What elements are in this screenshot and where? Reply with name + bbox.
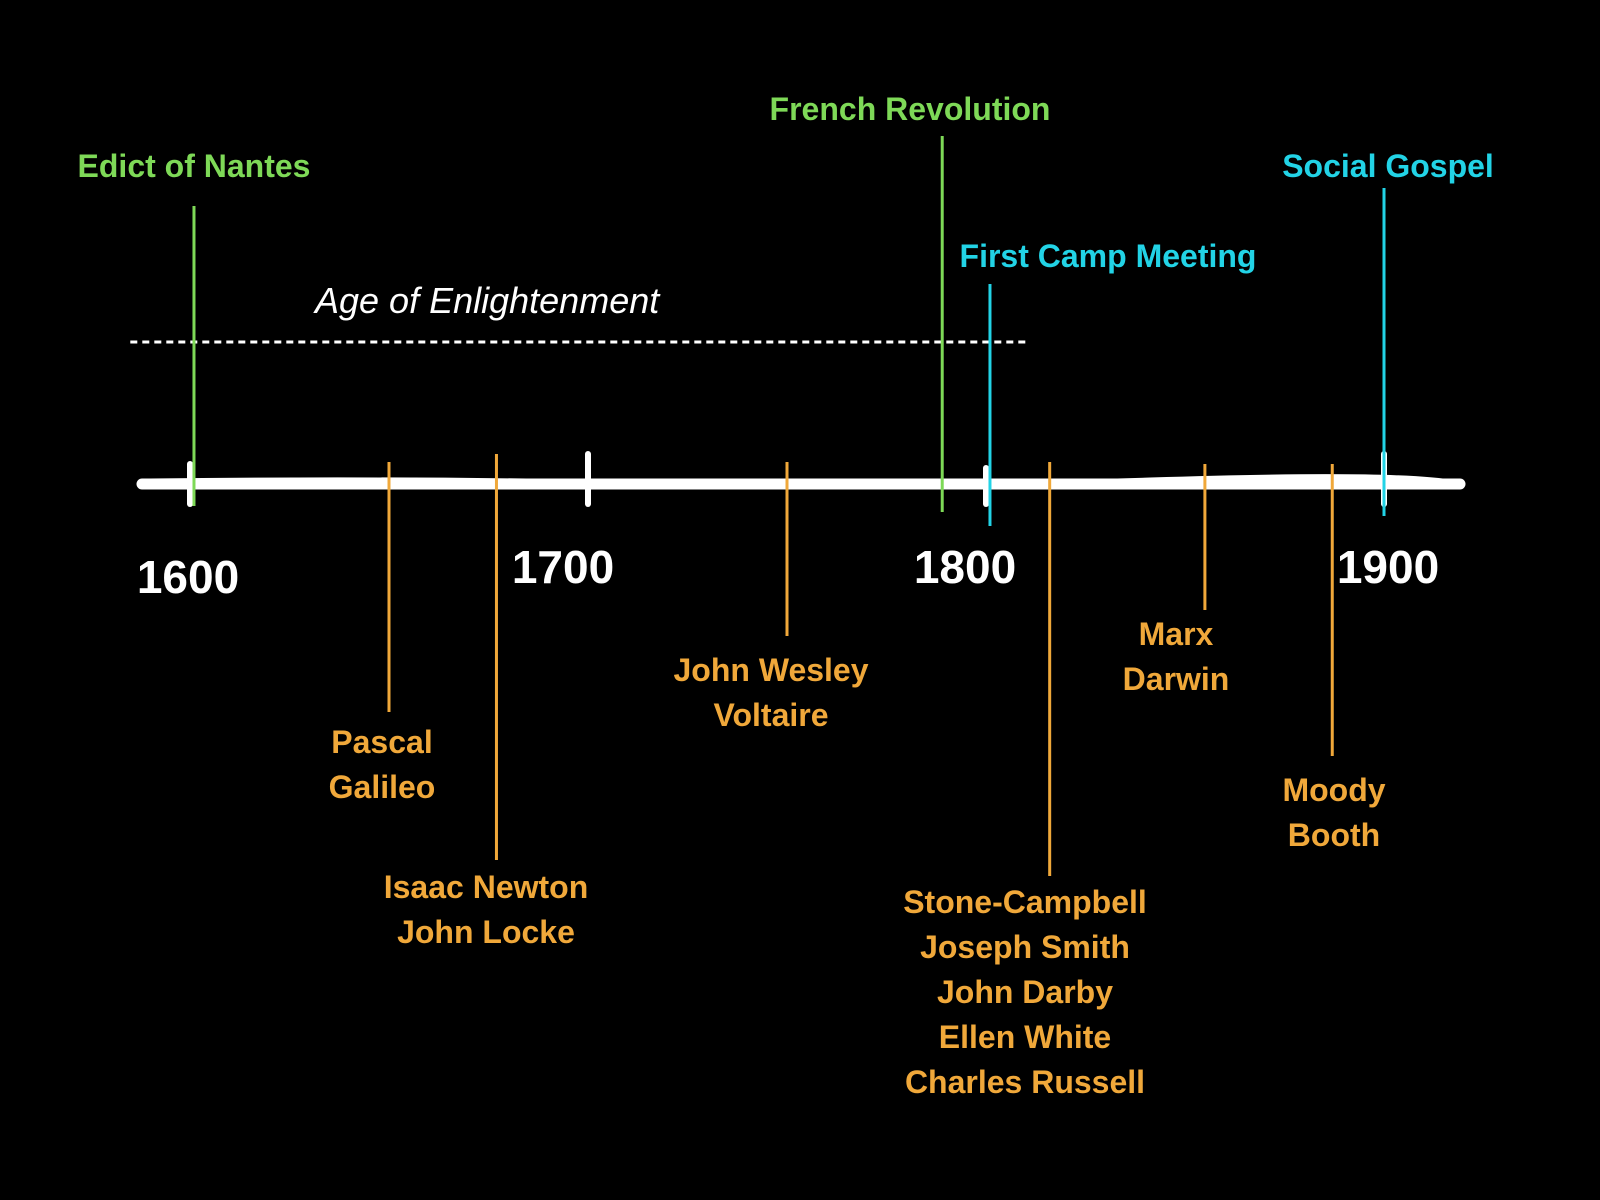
year-label-1600: 1600 — [136, 551, 240, 603]
event-label-first-camp-meeting: First Camp Meeting — [959, 238, 1257, 274]
people-label-pascal-galileo: Pascal Galileo — [328, 724, 436, 805]
timeline-axis-texture — [149, 474, 1456, 488]
event-label-social-gospel: Social Gospel — [1282, 148, 1494, 184]
people-label-wesley-voltaire: John Wesley Voltaire — [673, 652, 869, 733]
people-label-moody-booth: Moody Booth — [1282, 772, 1386, 853]
people-label-restoration-figures: Stone-Campbell Joseph Smith John Darby E… — [903, 884, 1147, 1100]
event-label-french-revolution: French Revolution — [769, 91, 1051, 127]
year-label-1900: 1900 — [1336, 541, 1440, 593]
people-label-marx-darwin: Marx Darwin — [1122, 616, 1230, 697]
event-label-edict-of-nantes: Edict of Nantes — [77, 148, 311, 184]
era-label: Age of Enlightenment — [315, 280, 660, 321]
people-label-newton-locke: Isaac Newton John Locke — [383, 869, 589, 950]
year-label-1800: 1800 — [913, 541, 1017, 593]
year-label-1700: 1700 — [511, 541, 615, 593]
